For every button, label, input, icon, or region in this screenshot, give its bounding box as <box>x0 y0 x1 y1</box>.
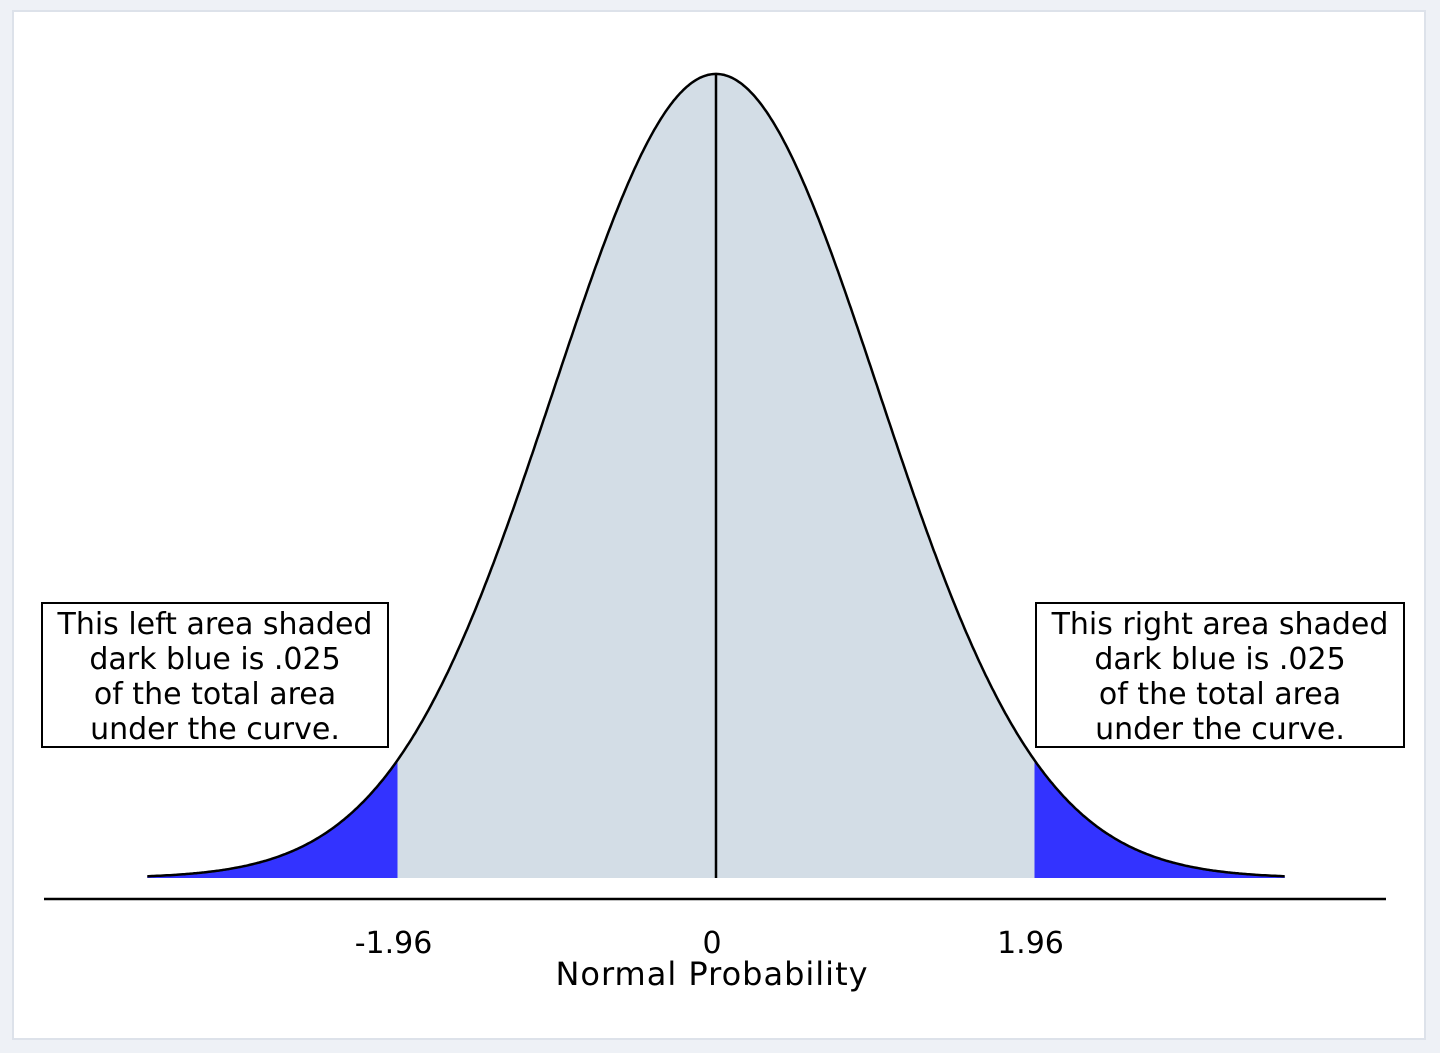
x-tick-label: 1.96 <box>997 926 1064 961</box>
x-axis-label: Normal Probability <box>555 955 868 993</box>
right-annotation-line: dark blue is .025 <box>1094 642 1345 677</box>
shaded-region-right-tail <box>1034 760 1285 878</box>
x-tick-label: -1.96 <box>355 926 433 961</box>
shaded-region-left-tail <box>147 760 398 878</box>
curve-line-layer <box>147 72 1285 878</box>
left-annotation-box <box>41 602 389 748</box>
right-annotation-line: under the curve. <box>1095 712 1345 747</box>
x-tick-label: 0 <box>702 926 721 961</box>
left-annotation-line: of the total area <box>94 677 336 712</box>
right-annotation-line: of the total area <box>1099 677 1341 712</box>
left-annotation-line: under the curve. <box>90 712 340 747</box>
left-annotation-line: This left area shaded <box>57 607 373 642</box>
right-annotation-box <box>1035 602 1405 748</box>
right-annotation-line: This right area shaded <box>1051 607 1389 642</box>
tail-shading-layer <box>147 760 1285 878</box>
density-curve <box>147 72 1285 878</box>
x-tick-labels: -1.96 0 1.96 <box>355 926 1064 961</box>
left-annotation-line: dark blue is .025 <box>89 642 340 677</box>
